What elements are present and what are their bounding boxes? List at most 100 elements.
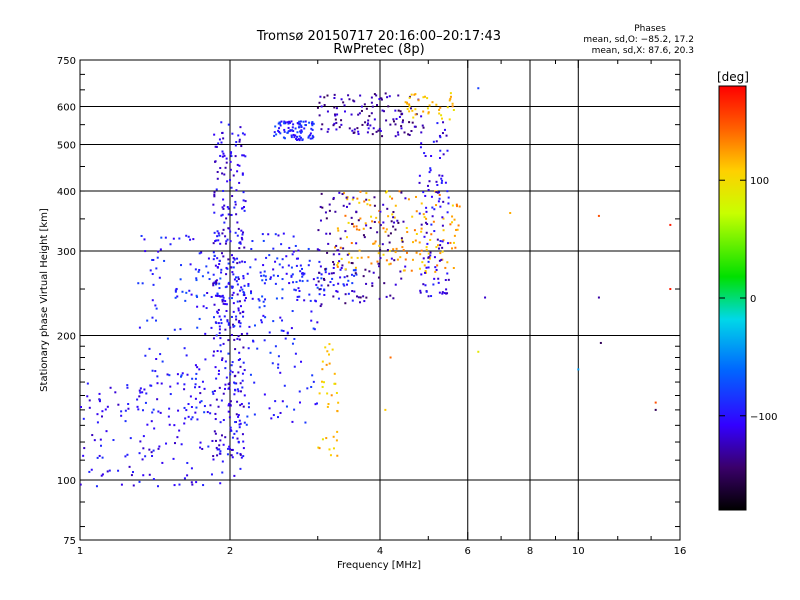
data-point [441,216,444,219]
data-point [221,300,224,303]
data-point [408,96,411,99]
data-point [247,402,250,405]
data-point [294,127,297,130]
data-point [261,233,264,236]
data-point [381,109,384,112]
data-point [286,131,289,134]
data-point [335,244,338,247]
data-point [446,190,449,193]
data-point [210,295,213,298]
data-point [276,274,279,277]
data-point [320,273,323,276]
data-point [100,444,103,447]
data-point [181,372,184,375]
data-point [314,403,317,406]
data-point [240,229,243,232]
data-point [354,272,357,275]
data-point [224,436,227,439]
data-point [376,260,379,263]
data-point [195,372,198,375]
data-point [120,483,123,486]
data-point [358,249,361,252]
data-point [350,113,353,116]
data-point [206,291,209,294]
data-point [350,242,353,245]
data-point [316,106,319,109]
data-point [169,393,172,396]
data-point [316,276,319,279]
data-point [95,485,98,488]
data-point [195,294,198,297]
data-point [451,215,454,218]
data-point [439,252,442,255]
data-point [213,281,216,284]
data-point [299,270,302,273]
data-point [155,319,158,322]
data-point [279,124,282,127]
data-point [351,299,354,302]
data-point [286,331,289,334]
data-point [154,370,157,373]
data-point [280,243,283,246]
data-point [239,467,242,470]
data-point [325,437,328,440]
data-point [237,227,240,230]
data-point [436,238,439,241]
data-point [176,382,179,385]
data-point [367,256,370,259]
data-point [419,146,422,149]
data-point [234,144,237,147]
data-point [301,138,304,141]
data-point [215,282,218,285]
data-point [214,439,217,442]
data-point [393,216,396,219]
data-point [311,374,314,377]
data-point [344,230,347,233]
data-point [232,291,235,294]
data-point [340,123,343,126]
data-point [220,399,223,402]
data-point [178,429,181,432]
data-point [394,109,397,112]
data-point [231,456,234,459]
data-point [237,321,240,324]
data-point [177,409,180,412]
data-point [419,253,422,256]
data-point [333,106,336,109]
data-point [219,421,222,424]
data-point [331,348,334,351]
data-point [310,385,313,388]
data-point [231,371,234,374]
data-point [425,266,428,269]
data-point [230,315,233,318]
data-point [189,263,192,266]
data-point [229,369,232,372]
data-point [398,115,401,118]
data-point [365,296,368,299]
data-point [242,199,245,202]
data-point [351,262,354,265]
data-point [447,196,450,199]
data-point [669,223,672,226]
data-point [404,258,407,261]
data-point [218,444,221,447]
data-point [373,204,376,207]
data-point [241,288,244,291]
data-point [446,211,449,214]
data-point [353,290,356,293]
data-point [269,276,272,279]
data-point [164,236,167,239]
data-point [151,316,154,319]
data-point [307,264,310,267]
data-point [332,272,335,275]
data-point [358,228,361,231]
data-point [176,295,179,298]
data-point [237,307,240,310]
data-point [423,264,426,267]
data-point [250,247,253,250]
data-point [376,104,379,107]
data-point [394,135,397,138]
data-point [316,248,319,251]
data-point [446,106,449,109]
data-point [219,439,222,442]
